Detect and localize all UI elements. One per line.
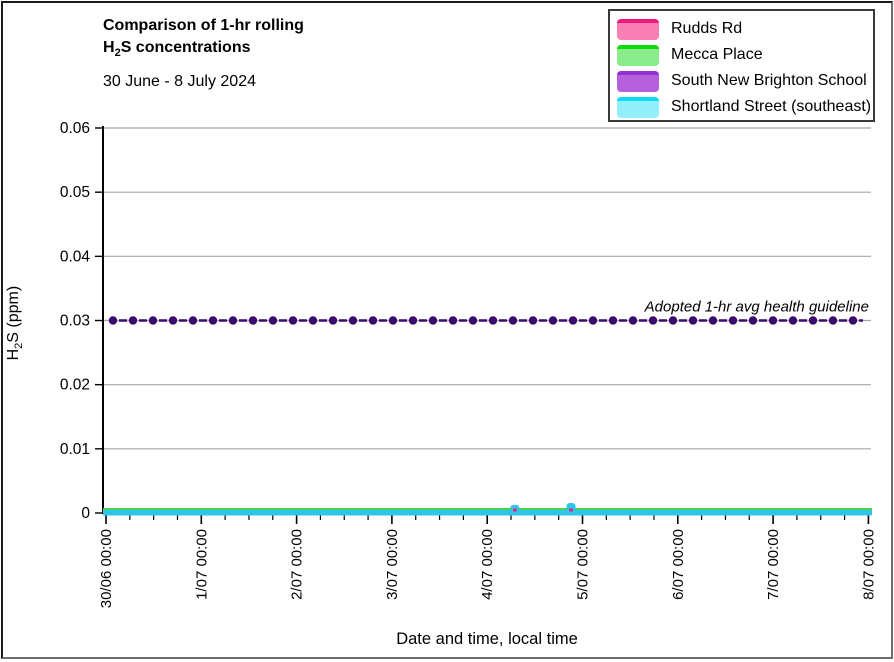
chart-title-line2: H2S concentrations [103, 39, 251, 60]
guideline-annotation: Adopted 1-hr avg health guideline [644, 299, 869, 316]
svg-text:5/07 00:00: 5/07 00:00 [575, 529, 592, 600]
legend-item-rudds-rd: Rudds Rd [610, 16, 873, 42]
svg-text:0.04: 0.04 [60, 248, 91, 265]
x-axis-title: Date and time, local time [396, 630, 578, 648]
svg-text:8/07 00:00: 8/07 00:00 [860, 529, 877, 600]
svg-text:0.03: 0.03 [60, 313, 90, 330]
rudds-rd-swatch-icon [617, 18, 659, 40]
mecca-place-swatch-icon [617, 44, 659, 66]
chart-subtitle: 30 June - 8 July 2024 [103, 73, 256, 91]
svg-text:0.01: 0.01 [60, 441, 90, 458]
svg-text:4/07 00:00: 4/07 00:00 [479, 529, 496, 600]
legend-label: Rudds Rd [671, 20, 743, 37]
svg-text:0: 0 [81, 505, 90, 522]
svg-text:0.02: 0.02 [60, 377, 90, 394]
chart-title-line1: Comparison of 1-hr rolling [103, 17, 304, 34]
chart-title-block: Comparison of 1-hr rolling H2S concentra… [103, 15, 304, 91]
svg-text:6/07 00:00: 6/07 00:00 [670, 529, 687, 600]
svg-text:30/06 00:00: 30/06 00:00 [98, 529, 115, 608]
svg-text:2/07 00:00: 2/07 00:00 [289, 529, 306, 600]
legend-item-mecca-place: Mecca Place [610, 42, 873, 68]
y-axis [95, 126, 104, 514]
svg-text:Adopted 1-hr avg health guidel: Adopted 1-hr avg health guideline [644, 299, 869, 316]
svg-text:7/07 00:00: 7/07 00:00 [765, 529, 782, 600]
legend-label: South New Brighton School [671, 72, 867, 89]
legend-label: Mecca Place [671, 46, 763, 63]
svg-text:0.05: 0.05 [60, 184, 90, 201]
legend: Rudds Rd Mecca Place South New Brighton … [608, 9, 875, 122]
legend-label: Shortland Street (southeast) [671, 98, 872, 115]
south-new-brighton-school-swatch-icon [617, 70, 659, 92]
svg-text:3/07 00:00: 3/07 00:00 [384, 529, 401, 600]
gridlines [103, 127, 871, 450]
svg-text:0.06: 0.06 [60, 120, 90, 137]
svg-text:1/07 00:00: 1/07 00:00 [193, 529, 210, 600]
zero-level-series [103, 502, 872, 516]
legend-item-south-new-brighton-school: South New Brighton School [610, 68, 873, 94]
legend-item-shortland-street: Shortland Street (southeast) [610, 94, 873, 120]
chart-canvas: 0 0.01 0.02 0.03 0.04 0.05 0.06 30/06 00:00 1/07… [60, 120, 878, 648]
shortland-street-swatch-icon [617, 96, 659, 118]
x-tick-labels: 30/06 00:00 1/07 00:00 2/07 00:00 3/07 00:0… [98, 529, 877, 608]
x-axis-title: Date and time, local time [396, 630, 578, 648]
y-tick-labels: 0 0.01 0.02 0.03 0.04 0.05 0.06 [60, 120, 91, 522]
health-guideline [108, 316, 863, 325]
